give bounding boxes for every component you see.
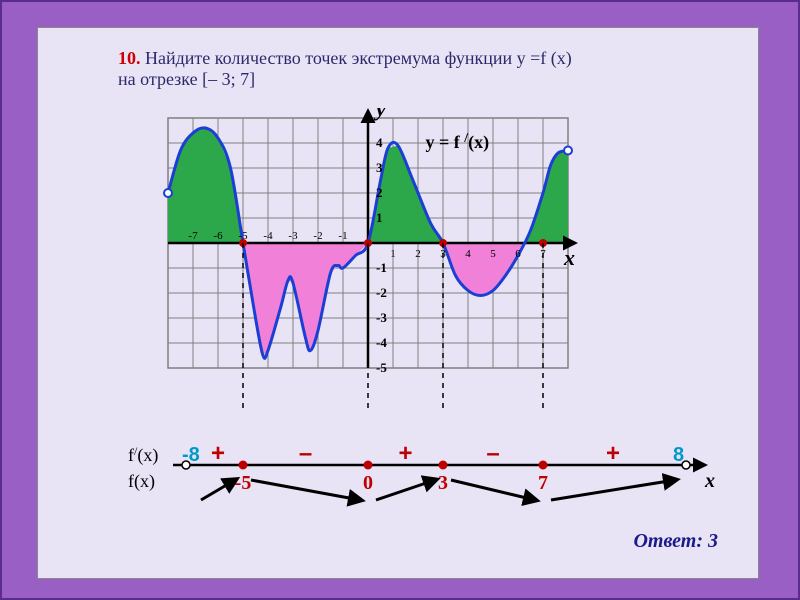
svg-text:f/(x): f/(x) — [128, 444, 158, 466]
svg-text:-1: -1 — [338, 230, 347, 242]
answer-label: Ответ: 3 — [633, 530, 718, 553]
svg-text:-5: -5 — [238, 230, 248, 242]
svg-text:-2: -2 — [313, 230, 322, 242]
svg-text:-5: -5 — [376, 360, 387, 375]
svg-text:1: 1 — [390, 248, 396, 260]
svg-text:-6: -6 — [213, 230, 223, 242]
frame: 10. Найдите количество точек экстремума … — [0, 0, 800, 600]
svg-text:+: + — [398, 443, 412, 467]
svg-text:5: 5 — [490, 248, 496, 260]
svg-text:y: y — [373, 108, 386, 121]
svg-text:4: 4 — [465, 248, 471, 260]
svg-text:y = f /(x): y = f /(x) — [426, 131, 490, 153]
svg-text:-3: -3 — [376, 310, 387, 325]
svg-text:x: x — [563, 245, 575, 270]
svg-text:3: 3 — [376, 160, 383, 175]
problem-line2: на отрезке [– 3; 7] — [118, 69, 255, 89]
svg-text:-5: -5 — [235, 472, 252, 494]
svg-text:–: – — [486, 443, 499, 467]
svg-text:1: 1 — [376, 210, 383, 225]
svg-text:4: 4 — [376, 135, 383, 150]
svg-text:-3: -3 — [288, 230, 298, 242]
derivative-graph: -7-6-5-4-3-2-112345674321-1-2-3-4-5yxy =… — [158, 108, 578, 418]
svg-text:2: 2 — [376, 185, 383, 200]
problem-line1: Найдите количество точек экстремума функ… — [145, 48, 572, 68]
svg-text:3: 3 — [438, 472, 448, 494]
problem-number: 10. — [118, 48, 141, 68]
svg-text:0: 0 — [363, 472, 373, 494]
svg-text:6: 6 — [515, 248, 521, 260]
svg-text:x: x — [704, 470, 715, 492]
panel: 10. Найдите количество точек экстремума … — [37, 27, 759, 579]
sign-axis: f/(x)f(x)-88-5037+–+–+x — [108, 443, 728, 523]
svg-text:+: + — [606, 443, 620, 467]
svg-text:2: 2 — [415, 248, 421, 260]
svg-text:7: 7 — [538, 472, 548, 494]
svg-text:-4: -4 — [263, 230, 273, 242]
svg-text:-1: -1 — [376, 260, 387, 275]
svg-text:–: – — [299, 443, 312, 467]
svg-text:f(x): f(x) — [128, 471, 155, 492]
sign-analysis: f/(x)f(x)-88-5037+–+–+x — [108, 443, 728, 528]
svg-text:+: + — [211, 443, 225, 467]
svg-text:-2: -2 — [376, 285, 387, 300]
graph-container: -7-6-5-4-3-2-112345674321-1-2-3-4-5yxy =… — [158, 108, 578, 423]
svg-text:-4: -4 — [376, 335, 387, 350]
svg-text:-7: -7 — [188, 230, 198, 242]
problem-text: 10. Найдите количество точек экстремума … — [118, 48, 718, 90]
